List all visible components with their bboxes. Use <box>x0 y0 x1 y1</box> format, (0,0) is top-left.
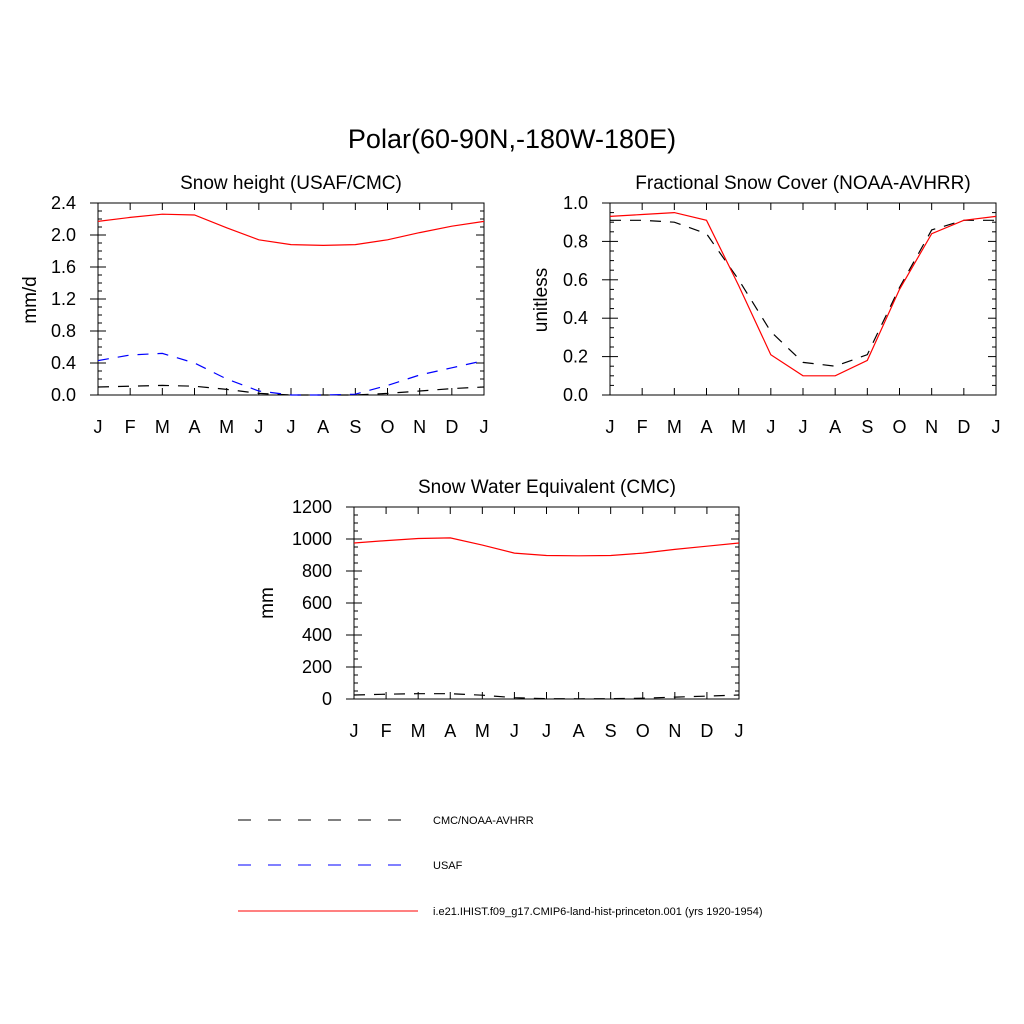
fractional-snow-cover-ytick-label: 0.8 <box>563 231 588 251</box>
snow-height-xtick-label: J <box>480 417 489 437</box>
snow-water-equivalent-ylabel: mm <box>257 587 278 619</box>
snow-water-equivalent-xtick-label: J <box>735 721 744 741</box>
snow-water-equivalent-ytick-label: 200 <box>302 657 332 677</box>
snow-water-equivalent-xtick-label: S <box>605 721 617 741</box>
snow-water-equivalent-ytick-label: 400 <box>302 625 332 645</box>
snow-water-equivalent-xtick-label: D <box>700 721 713 741</box>
legend-item-model-run: i.e21.IHIST.f09_g17.CMIP6-land-hist-prin… <box>238 906 763 918</box>
snow-height-xtick-label: J <box>94 417 103 437</box>
fractional-snow-cover-xtick-label: M <box>667 417 682 437</box>
snow-height-xtick-label: F <box>125 417 136 437</box>
snow-height-xtick-label: N <box>413 417 426 437</box>
fractional-snow-cover-xtick-label: F <box>637 417 648 437</box>
fractional-snow-cover-xtick-label: J <box>992 417 1001 437</box>
snow-height-title: Snow height (USAF/CMC) <box>180 173 402 194</box>
snow-height-xtick-label: D <box>445 417 458 437</box>
fractional-snow-cover-xtick-label: A <box>700 417 712 437</box>
fractional-snow-cover-xtick-label: N <box>925 417 938 437</box>
snow-height-xtick-label: J <box>254 417 263 437</box>
snow-water-equivalent-ytick-label: 1200 <box>292 497 332 517</box>
fractional-snow-cover-panel: Fractional Snow Cover (NOAA-AVHRR) unitl… <box>531 173 1001 437</box>
legend: CMC/NOAA-AVHRR USAF i.e21.IHIST.f09_g17.… <box>238 815 763 918</box>
snow-height-ytick-label: 2.4 <box>51 193 76 213</box>
fractional-snow-cover-xtick-label: J <box>606 417 615 437</box>
snow-height-xtick-label: A <box>188 417 200 437</box>
fractional-snow-cover-ytick-label: 1.0 <box>563 193 588 213</box>
snow-water-equivalent-xtick-label: N <box>668 721 681 741</box>
snow-height-series-1-line <box>97 352 485 396</box>
snow-height-ytick-label: 2.0 <box>51 225 76 245</box>
legend-label-model-run: i.e21.IHIST.f09_g17.CMIP6-land-hist-prin… <box>433 906 763 918</box>
snow-water-equivalent-xtick-label: M <box>411 721 426 741</box>
snow-height-ytick-label: 1.6 <box>51 257 76 277</box>
snow-water-equivalent-series-0-line <box>353 693 740 700</box>
fractional-snow-cover-ytick-label: 0.0 <box>563 385 588 405</box>
snow-water-equivalent-xtick-label: J <box>542 721 551 741</box>
fractional-snow-cover-ytick-label: 0.4 <box>563 308 588 328</box>
snow-height-ylabel: mm/d <box>20 276 41 324</box>
snow-water-equivalent-xtick-label: A <box>444 721 456 741</box>
snow-height-series-2-line <box>97 213 485 247</box>
fractional-snow-cover-xtick-label: D <box>957 417 970 437</box>
snow-water-equivalent-title: Snow Water Equivalent (CMC) <box>418 477 676 498</box>
legend-item-cmc-noaa-avhrr: CMC/NOAA-AVHRR <box>238 815 534 827</box>
fractional-snow-cover-ytick-label: 0.2 <box>563 347 588 367</box>
fractional-snow-cover-xtick-label: J <box>766 417 775 437</box>
fractional-snow-cover-ytick-label: 0.6 <box>563 270 588 290</box>
snow-height-ytick-label: 1.2 <box>51 289 76 309</box>
snow-height-xtick-label: M <box>155 417 170 437</box>
snow-height-xtick-label: A <box>317 417 329 437</box>
snow-height-ytick-label: 0.8 <box>51 321 76 341</box>
snow-height-xtick-label: J <box>287 417 296 437</box>
snow-water-equivalent-ytick-label: 600 <box>302 593 332 613</box>
snow-water-equivalent-xtick-label: M <box>475 721 490 741</box>
snow-water-equivalent-ytick-label: 0 <box>322 689 332 709</box>
snow-water-equivalent-ytick-label: 1000 <box>292 529 332 549</box>
figure-title: Polar(60-90N,-180W-180E) <box>348 124 676 154</box>
snow-water-equivalent-xtick-label: A <box>573 721 585 741</box>
snow-water-equivalent-xtick-label: J <box>510 721 519 741</box>
snow-water-equivalent-xtick-label: J <box>350 721 359 741</box>
legend-item-usaf: USAF <box>238 860 463 872</box>
fractional-snow-cover-xtick-label: O <box>892 417 906 437</box>
snow-water-equivalent-xtick-label: F <box>381 721 392 741</box>
snow-height-ytick-label: 0.0 <box>51 385 76 405</box>
snow-height-ytick-label: 0.4 <box>51 353 76 373</box>
snow-height-xtick-label: S <box>349 417 361 437</box>
fractional-snow-cover-title: Fractional Snow Cover (NOAA-AVHRR) <box>635 173 970 194</box>
fractional-snow-cover-xtick-label: S <box>861 417 873 437</box>
snow-height-xtick-label: M <box>219 417 234 437</box>
snow-water-equivalent-series-1-line <box>353 537 740 557</box>
fractional-snow-cover-ylabel: unitless <box>531 268 552 332</box>
legend-label-usaf: USAF <box>433 860 463 872</box>
fractional-snow-cover-xtick-label: A <box>829 417 841 437</box>
snow-water-equivalent-xtick-label: O <box>636 721 650 741</box>
fractional-snow-cover-series-0-line <box>610 219 996 367</box>
snow-water-equivalent-ytick-label: 800 <box>302 561 332 581</box>
fractional-snow-cover-xtick-label: J <box>799 417 808 437</box>
legend-label-cmc-noaa-avhrr: CMC/NOAA-AVHRR <box>433 815 534 827</box>
fractional-snow-cover-series-1-line <box>609 211 997 377</box>
fractional-snow-cover-xtick-label: M <box>731 417 746 437</box>
snow-height-series-0-line <box>97 384 485 396</box>
snow-height-xtick-label: O <box>380 417 394 437</box>
